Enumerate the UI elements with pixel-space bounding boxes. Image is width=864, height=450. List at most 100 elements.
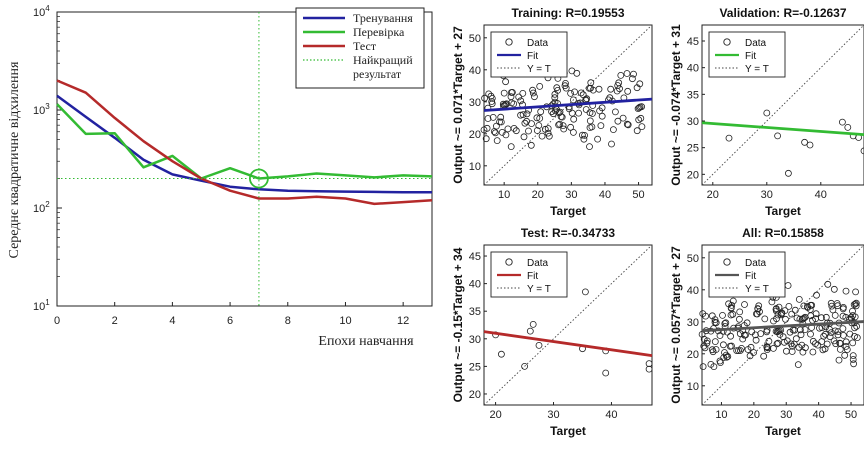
x-tick-label: 40 — [815, 189, 827, 201]
data-point — [757, 330, 765, 338]
data-point — [773, 328, 781, 336]
data-point — [729, 310, 737, 318]
legend-best-label-2: результат — [353, 67, 402, 81]
data-point — [711, 318, 719, 326]
data-point — [761, 315, 769, 323]
data-point — [481, 94, 489, 102]
data-point — [629, 75, 636, 83]
data-point — [756, 308, 763, 316]
data-point — [701, 344, 709, 352]
performance-xlabel: Епохи навчання — [318, 334, 414, 349]
regression-plot-all: 10 20 30 40 50 10 20 30 40 50 All: R=0.15858 Target… — [669, 226, 864, 438]
data-point — [720, 341, 727, 349]
data-point — [499, 100, 507, 108]
regression-plot-test: 20 30 40 20 25 30 35 40 45 Test: R=-0.34733 Target… — [451, 226, 653, 438]
data-point — [841, 351, 849, 359]
y-tick-label: 50 — [469, 33, 481, 45]
x-tick-label: 10 — [339, 315, 351, 327]
data-point — [614, 117, 622, 125]
fit-line — [483, 97, 653, 112]
data-point — [586, 143, 593, 151]
data-point — [721, 349, 728, 356]
identity-line — [701, 244, 864, 406]
fit-line — [701, 121, 864, 137]
subplot-xlabel: Target — [550, 204, 586, 218]
data-point — [597, 122, 605, 129]
legend-train-label: Тренування — [353, 11, 413, 25]
legend-data-marker — [505, 258, 513, 266]
y-tick-label: 25 — [687, 143, 699, 155]
performance-ticks: 0 2 4 6 8 10 12 101 102 103 104 — [33, 4, 409, 327]
x-tick-label: 30 — [761, 189, 773, 201]
data-point — [829, 306, 837, 314]
data-point — [719, 311, 726, 319]
data-point — [545, 132, 553, 140]
data-point — [809, 337, 817, 345]
data-point — [497, 113, 505, 121]
fit-line — [701, 320, 864, 333]
data-point — [536, 83, 544, 90]
data-point — [716, 332, 724, 339]
y-tick-label: 35 — [469, 306, 481, 318]
data-point — [793, 314, 801, 322]
data-point — [582, 288, 589, 296]
data-point — [746, 352, 754, 360]
data-point — [785, 302, 793, 310]
data-point — [555, 121, 562, 129]
data-point — [638, 123, 646, 130]
data-point — [502, 131, 510, 139]
data-point — [483, 124, 491, 132]
data-point — [727, 332, 734, 340]
data-point — [635, 116, 643, 124]
y-tick-label: 20 — [687, 349, 699, 361]
data-point — [485, 90, 493, 98]
data-point — [549, 110, 557, 118]
data-point — [801, 313, 809, 321]
data-point — [517, 111, 524, 119]
subplot-legend-label: Fit — [527, 51, 538, 62]
data-point — [728, 301, 736, 309]
data-point — [741, 301, 748, 308]
data-point — [571, 88, 578, 96]
data-point — [828, 302, 836, 310]
data-point — [791, 306, 799, 314]
x-tick-label: 6 — [227, 315, 233, 327]
data-point — [507, 143, 515, 151]
data-point — [783, 347, 790, 355]
y-tick-label: 10 — [687, 381, 699, 393]
y-tick-label: 20 — [687, 169, 699, 181]
subplot-legend-label: Y = T — [527, 284, 551, 295]
data-point — [482, 135, 490, 143]
data-point — [826, 333, 834, 341]
data-point — [515, 93, 523, 101]
data-point — [834, 328, 842, 336]
performance-legend: Тренування Перевірка Тест Найкращий резу… — [295, 7, 425, 89]
data-point — [850, 301, 858, 309]
data-point — [794, 361, 802, 369]
x-tick-label: 30 — [565, 189, 577, 201]
subplot-legend-label: Fit — [745, 51, 756, 62]
data-point — [553, 84, 561, 92]
legend-data-marker — [723, 38, 731, 46]
data-point — [551, 94, 559, 102]
x-tick-label: 10 — [715, 409, 727, 421]
data-point — [521, 119, 529, 127]
data-point — [575, 109, 582, 117]
data-point — [833, 300, 841, 307]
data-point — [512, 127, 520, 135]
data-point — [720, 354, 728, 362]
data-point — [785, 169, 792, 177]
data-point — [801, 138, 808, 146]
y-tick-label: 102 — [33, 200, 50, 215]
data-point — [708, 346, 716, 354]
data-point — [702, 312, 709, 320]
y-tick-label: 45 — [469, 251, 481, 263]
data-point — [807, 301, 815, 309]
data-point — [843, 346, 851, 353]
data-point — [586, 109, 594, 116]
data-point — [806, 141, 814, 149]
data-point — [763, 109, 771, 117]
data-point — [496, 118, 504, 126]
data-point — [840, 303, 847, 311]
data-point — [583, 95, 591, 103]
